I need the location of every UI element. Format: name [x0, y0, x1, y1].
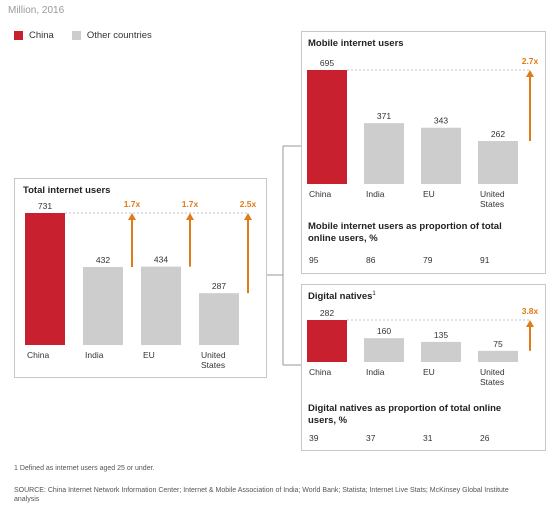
panel-total-internet-users: Total internet users 731 China 432 India 1.7…: [14, 178, 267, 378]
panel-title: Digital natives: [308, 291, 373, 303]
panel-digital-natives: Digital natives1 282 China 160 India 135 EU 75…: [301, 284, 546, 451]
proportion-value: 95: [309, 255, 319, 265]
bar: [421, 341, 461, 362]
footnote-marker: 1: [372, 291, 376, 297]
category-label: States: [480, 199, 504, 209]
proportion-value: 79: [423, 255, 433, 265]
proportion-value: 39: [309, 433, 319, 443]
category-label: States: [201, 360, 225, 370]
unit-label: Million, 2016: [8, 5, 65, 16]
category-label: China: [309, 189, 331, 199]
bar: [25, 213, 65, 345]
value-label: 287: [212, 281, 226, 291]
value-label: 434: [154, 255, 168, 265]
bar: [199, 293, 239, 345]
category-label: United: [480, 367, 505, 377]
multiplier-label: 1.7x: [124, 199, 141, 209]
multiplier-label: 2.5x: [240, 199, 257, 209]
category-label: States: [480, 377, 504, 387]
multiplier-label: 1.7x: [182, 199, 199, 209]
bar: [364, 123, 404, 184]
value-label: 282: [320, 308, 334, 318]
category-label: China: [309, 367, 331, 377]
multiplier-arrowhead: [526, 320, 534, 327]
bar: [307, 320, 347, 362]
bar: [421, 127, 461, 184]
legend-swatch-other: [71, 31, 81, 40]
proportion-label: Mobile internet users as proportion of t…: [308, 221, 502, 244]
value-label: 432: [96, 255, 110, 265]
bar: [141, 266, 181, 345]
legend: China Other countries: [14, 30, 170, 41]
proportion-value: 26: [480, 433, 490, 443]
bar: [83, 266, 123, 345]
category-label: India: [366, 189, 385, 199]
panel-title: Total internet users: [23, 185, 111, 196]
panel-title-wrap: Digital natives1: [308, 291, 376, 302]
source-note: SOURCE: China Internet Network Informati…: [14, 487, 509, 503]
bar: [364, 338, 404, 362]
category-label: India: [85, 350, 104, 360]
proportion-label: Digital natives as proportion of total o…: [308, 403, 502, 426]
chart-total-internet-users: 731 China 432 India 1.7x 434 EU 1.7x 287 UnitedSt…: [25, 199, 257, 370]
proportion-value: 91: [480, 255, 490, 265]
connector-bracket: [263, 145, 301, 366]
category-label: EU: [143, 350, 155, 360]
value-label: 343: [434, 116, 448, 126]
category-label: China: [27, 350, 49, 360]
footnote: 1 Defined as internet users aged 25 or u…: [14, 465, 155, 472]
multiplier-label: 3.8x: [522, 306, 539, 316]
panel-title: Mobile internet users: [308, 38, 404, 49]
bar: [478, 350, 518, 362]
proportion-value: 86: [366, 255, 376, 265]
category-label: EU: [423, 367, 435, 377]
category-label: EU: [423, 189, 435, 199]
multiplier-arrowhead: [128, 213, 136, 220]
value-label: 695: [320, 58, 334, 68]
bar: [307, 70, 347, 184]
value-label: 262: [491, 129, 505, 139]
proportion-value: 37: [366, 433, 376, 443]
category-label: United: [201, 350, 226, 360]
value-label: 731: [38, 201, 52, 211]
multiplier-label: 2.7x: [522, 56, 539, 66]
multiplier-arrowhead: [526, 70, 534, 77]
multiplier-arrowhead: [186, 213, 194, 220]
legend-swatch-china: [14, 31, 23, 40]
value-label: 371: [377, 111, 391, 121]
category-label: United: [480, 189, 505, 199]
multiplier-arrowhead: [244, 213, 252, 220]
proportion-value: 31: [423, 433, 433, 443]
panel-mobile-internet-users: Mobile internet users 695 China 371 India 34…: [301, 31, 546, 274]
bar: [478, 141, 518, 184]
category-label: India: [366, 367, 385, 377]
value-label: 160: [377, 326, 391, 336]
value-label: 135: [434, 330, 448, 340]
value-label: 75: [493, 339, 503, 349]
legend-label-china: China: [29, 30, 54, 41]
legend-label-other: Other countries: [86, 30, 152, 41]
